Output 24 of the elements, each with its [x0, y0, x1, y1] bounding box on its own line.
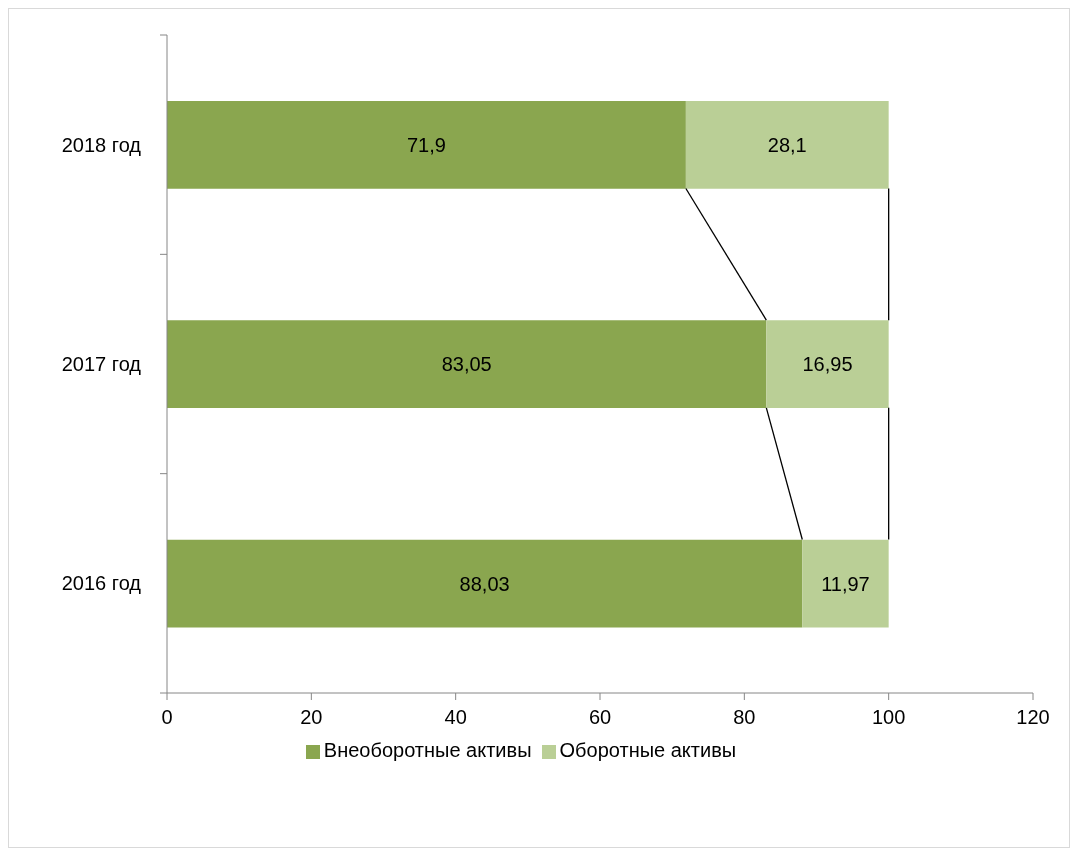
- data-label: 28,1: [767, 133, 807, 156]
- bar: [167, 101, 686, 189]
- y-tick-label: 2016 год: [61, 572, 142, 595]
- x-tick-label: 80: [733, 706, 756, 729]
- y-tick-label: 2017 год: [61, 353, 142, 376]
- x-tick-label: 100: [871, 706, 906, 729]
- legend-label: Оборотные активы: [559, 739, 737, 761]
- data-label: 71,9: [406, 133, 446, 156]
- data-label: 11,97: [821, 572, 870, 595]
- x-tick-label: 120: [1016, 706, 1050, 729]
- x-tick-label: 20: [300, 706, 323, 729]
- legend-label: Внеоборотные активы: [323, 739, 532, 761]
- bar: [685, 101, 889, 189]
- data-label: 83,05: [441, 353, 492, 376]
- x-tick-label: 0: [161, 706, 173, 729]
- bar: [167, 539, 803, 628]
- x-tick-label: 60: [588, 706, 612, 729]
- y-tick-label: 2018 год: [61, 133, 142, 156]
- data-label: 88,03: [459, 572, 510, 595]
- x-tick-label: 40: [444, 706, 467, 729]
- data-label: 16,95: [802, 353, 853, 376]
- bar: [766, 320, 889, 409]
- bar: [167, 320, 767, 409]
- bar: [802, 539, 889, 628]
